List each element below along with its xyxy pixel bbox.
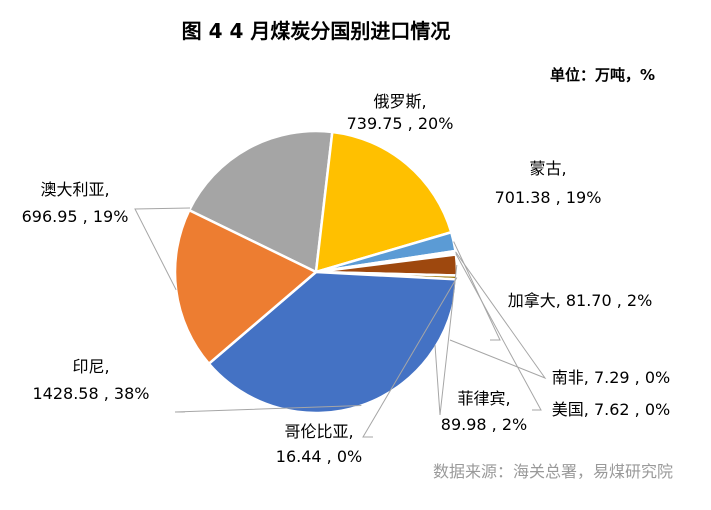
slice-name-7: 哥伦比亚,	[284, 422, 353, 441]
pie-slices	[173, 129, 459, 415]
leader-line-4	[449, 251, 547, 380]
slice-label-3: 加拿大, 81.70 , 2%	[508, 291, 653, 310]
slice-value-7: 16.44 , 0%	[276, 447, 362, 466]
slice-value-1: 739.75 , 20%	[347, 114, 454, 133]
leader-line-7	[362, 277, 458, 438]
slice-value-2: 701.38 , 19%	[495, 188, 602, 207]
pie-slice-2	[314, 130, 453, 274]
chart-title: 图 4 4 月煤炭分国别进口情况	[182, 19, 451, 43]
pie-slice-1	[188, 129, 334, 274]
slice-name-6: 菲律宾,	[457, 389, 510, 408]
leader-line-9	[134, 207, 191, 291]
source-note: 数据来源：海关总署，易煤研究院	[433, 462, 673, 481]
slice-name-2: 蒙古,	[529, 159, 566, 178]
slice-name-9: 澳大利亚,	[40, 180, 109, 199]
slice-value-6: 89.98 , 2%	[441, 415, 527, 434]
leader-line-6	[434, 264, 458, 416]
unit-note: 单位：万吨，%	[550, 66, 655, 84]
slice-name-1: 俄罗斯,	[373, 92, 426, 111]
leader-line-5	[455, 253, 542, 411]
slice-value-9: 696.95 , 19%	[22, 207, 129, 226]
slice-labels: 俄罗斯, 739.75 , 20% 蒙古, 701.38 , 19% 加拿大, 81.7…	[22, 92, 671, 466]
pie-slice-9	[173, 208, 318, 365]
leader-line-8	[174, 405, 362, 413]
leader-line-3	[453, 241, 501, 341]
slice-name-8: 印尼,	[72, 357, 109, 376]
slice-label-5: 美国, 7.62 , 0%	[552, 400, 670, 419]
slice-value-8: 1428.58 , 38%	[33, 384, 150, 403]
slice-label-4: 南非, 7.29 , 0%	[552, 368, 670, 387]
pie-slice-8	[207, 270, 459, 415]
